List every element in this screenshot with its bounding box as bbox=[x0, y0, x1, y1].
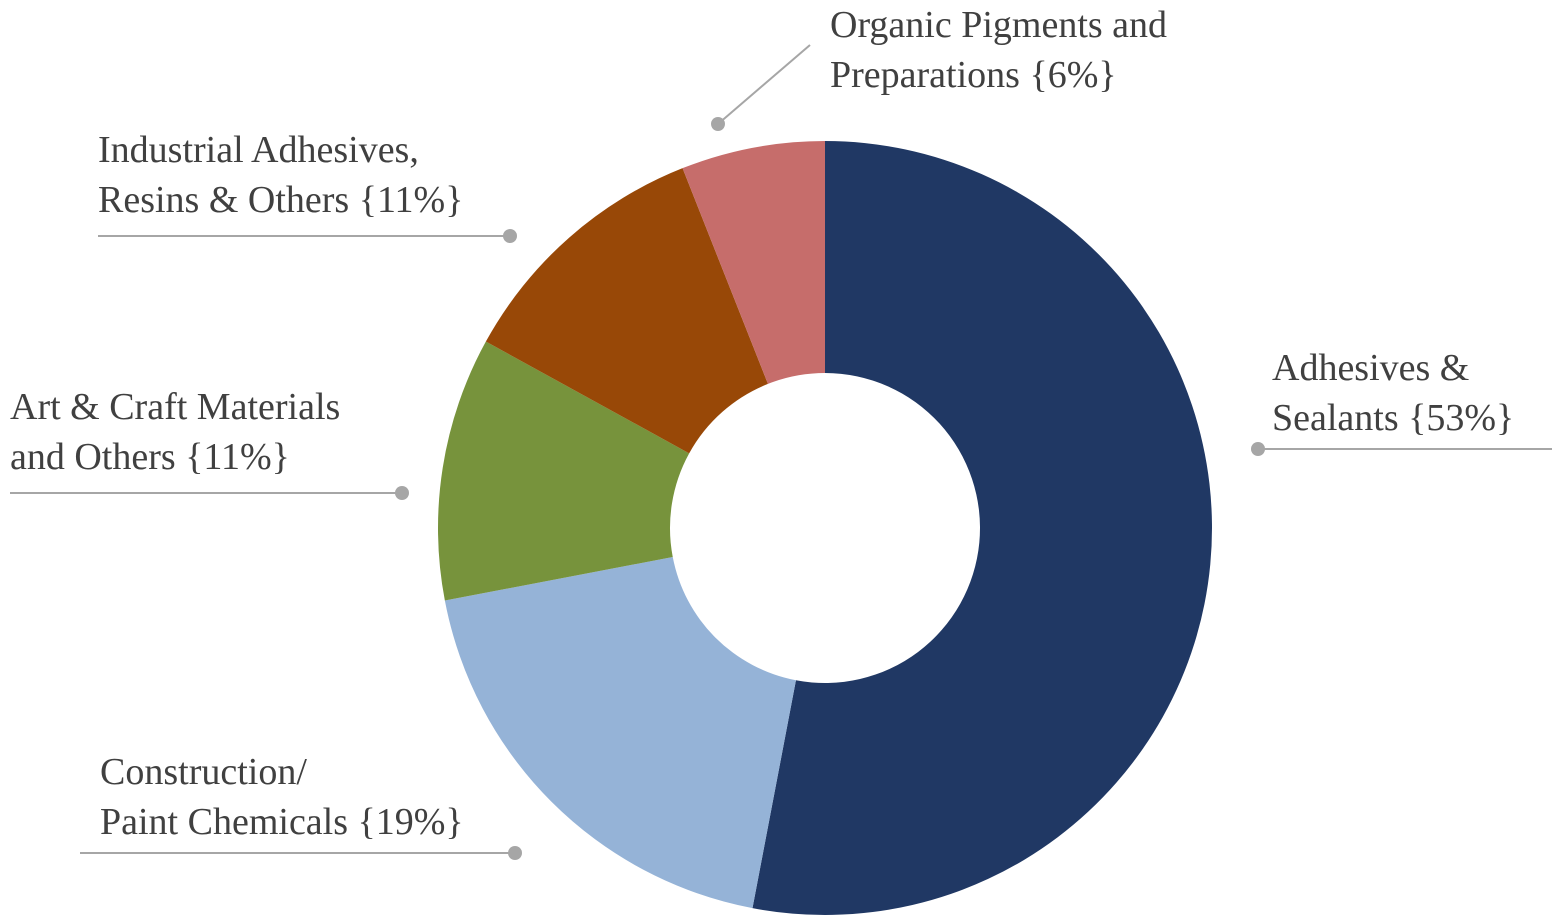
leader-dot bbox=[711, 117, 725, 131]
category-label: Art & Craft Materials and Others bbox=[10, 386, 341, 478]
value-label: {11%} bbox=[185, 436, 290, 478]
slice-label: Organic Pigments and Preparations {6%} bbox=[830, 0, 1167, 100]
donut-slice bbox=[682, 141, 825, 384]
leader-dot bbox=[1251, 442, 1265, 456]
leader-dot bbox=[503, 229, 517, 243]
slice-label: Art & Craft Materials and Others {11%} bbox=[10, 382, 340, 482]
category-label: Industrial Adhesives, Resins & Others bbox=[98, 129, 419, 221]
category-label: Organic Pigments and Preparations bbox=[830, 4, 1168, 96]
value-label: {53%} bbox=[1408, 397, 1515, 439]
leader-dot bbox=[395, 486, 409, 500]
donut-slice bbox=[438, 341, 690, 601]
slice-label: Construction/ Paint Chemicals {19%} bbox=[100, 747, 464, 847]
donut-slice bbox=[444, 557, 796, 909]
value-label: {6%} bbox=[1029, 54, 1117, 96]
value-label: {19%} bbox=[357, 801, 464, 843]
category-label: Adhesives & Sealants bbox=[1272, 347, 1470, 439]
value-label: {11%} bbox=[358, 179, 464, 221]
slice-label: Industrial Adhesives, Resins & Others {1… bbox=[98, 125, 463, 225]
leader-dot bbox=[508, 846, 522, 860]
slice-label: Adhesives & Sealants {53%} bbox=[1272, 343, 1514, 443]
category-label: Construction/ Paint Chemicals bbox=[100, 751, 349, 843]
donut-slice bbox=[752, 141, 1212, 915]
leader-line bbox=[717, 44, 811, 125]
donut-slice bbox=[485, 168, 768, 454]
